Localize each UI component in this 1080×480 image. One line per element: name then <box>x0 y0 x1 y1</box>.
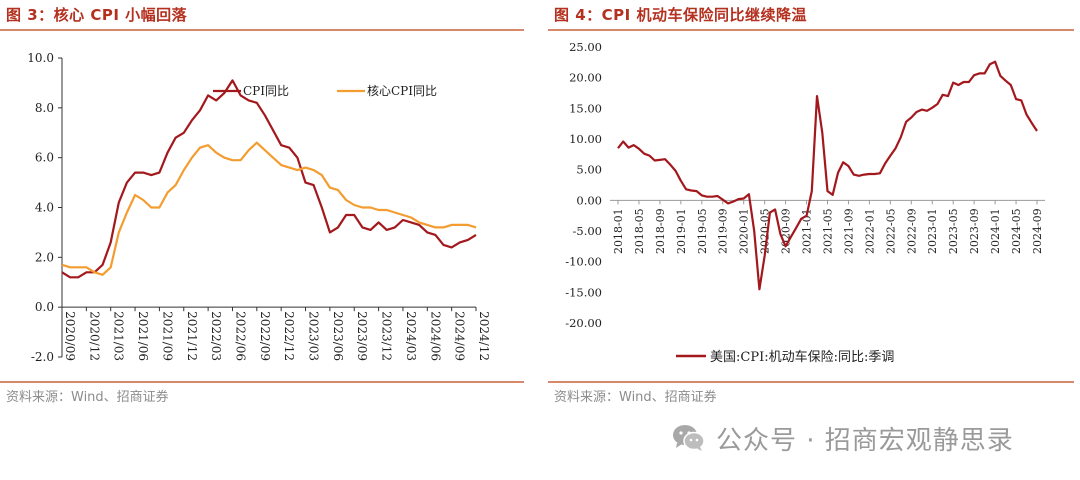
x-tick-label: 2024/09 <box>453 311 467 361</box>
core-cpi-chart: -2.0 0.0 2.0 4.0 6.0 8.0 10.0 2020/09 2020/12 202… <box>27 51 491 364</box>
left-source-rule <box>0 381 524 383</box>
right-source-note: 资料来源：Wind、招商证券 <box>554 390 717 405</box>
x-tick-label: 2019-05 <box>696 208 709 254</box>
x-tick-label: 2024/06 <box>428 311 442 361</box>
left-chart-title: 图 3：核心 CPI 小幅回落 <box>6 6 188 24</box>
x-tick-label: 2024/03 <box>404 311 418 361</box>
x-tick-label: 2023/03 <box>307 311 321 361</box>
y-tick-label: 8.0 <box>35 101 54 115</box>
right-source-rule <box>548 381 1074 383</box>
x-tick-label: 2024/12 <box>477 311 491 361</box>
x-tick-label: 2023-01 <box>926 208 939 254</box>
x-tick-label: 2023/06 <box>331 311 345 361</box>
x-tick-label: 2020-01 <box>738 208 751 254</box>
right-title-rule <box>548 29 1074 31</box>
x-tick-label: 2022-05 <box>884 208 897 254</box>
x-tick-label: 2024-09 <box>1031 208 1044 254</box>
watermark-text: 公众号 · 招商宏观静思录 <box>716 425 1014 456</box>
x-tick-label: 2021-05 <box>822 208 835 254</box>
x-tick-label: 2021-01 <box>801 208 814 254</box>
core-cpi-yoy-line <box>61 141 477 276</box>
wechat-icon <box>673 425 705 451</box>
x-tick-label: 2021-09 <box>842 208 855 254</box>
x-tick-label: 2020/12 <box>87 311 101 361</box>
x-tick-label: 2022-01 <box>863 208 876 254</box>
auto-insurance-yoy-line <box>617 60 1038 291</box>
x-tick-label: 2020/09 <box>63 311 77 361</box>
y-tick-label: 0.00 <box>576 193 602 207</box>
right-chart-title: 图 4：CPI 机动车保险同比继续降温 <box>554 6 807 24</box>
x-tick-label: 2018-09 <box>654 208 667 254</box>
y-tick-label: 10.0 <box>27 51 54 65</box>
x-tick-label: 2024-05 <box>1010 208 1023 254</box>
x-tick-label: 2023-05 <box>947 208 960 254</box>
y-tick-label: 4.0 <box>35 201 54 215</box>
x-tick-label: 2021/03 <box>112 311 126 361</box>
x-tick-label: 2021/09 <box>160 311 174 361</box>
x-tick-label: 2024-01 <box>989 208 1002 254</box>
wechat-watermark: 公众号 · 招商宏观静思录 <box>672 418 1014 458</box>
y-tick-label: 20.00 <box>569 71 602 85</box>
y-tick-label: 0.0 <box>35 300 54 314</box>
legend-label: 核心CPI同比 <box>367 84 437 98</box>
x-tick-label: 2021/12 <box>185 311 199 361</box>
x-tick-label: 2022/12 <box>282 311 296 361</box>
auto-insurance-chart: -20.00 -15.00 -10.00 -5.00 0.00 5.00 10.00 15.0… <box>565 40 1045 365</box>
x-tick-label: 2018-01 <box>612 208 625 254</box>
legend-label: 美国:CPI:机动车保险:同比:季调 <box>710 349 894 365</box>
x-tick-label: 2022/06 <box>233 311 247 361</box>
x-tick-label: 2019-09 <box>717 208 730 254</box>
x-tick-label: 2022/09 <box>258 311 272 361</box>
y-tick-label: 6.0 <box>35 151 54 165</box>
y-tick-label: -10.00 <box>565 255 602 269</box>
y-tick-label: -5.00 <box>573 224 603 238</box>
y-tick-label: 25.00 <box>569 40 602 54</box>
x-tick-label: 2022-09 <box>905 208 918 254</box>
x-tick-label: 2021/06 <box>136 311 150 361</box>
y-tick-label: 10.00 <box>569 132 602 146</box>
left-title-rule <box>0 29 524 31</box>
x-tick-label: 2019-01 <box>675 208 688 254</box>
x-tick-label: 2023-09 <box>968 208 981 254</box>
x-tick-label: 2018-05 <box>633 208 646 254</box>
cpi-yoy-line <box>61 79 477 279</box>
left-source-note: 资料来源：Wind、招商证券 <box>6 390 169 405</box>
y-tick-label: -2.0 <box>31 350 54 364</box>
y-tick-label: -15.00 <box>565 285 602 299</box>
x-tick-label: 2022/03 <box>209 311 223 361</box>
y-tick-label: -20.00 <box>565 316 602 330</box>
y-tick-label: 2.0 <box>35 250 54 264</box>
y-tick-label: 5.00 <box>576 163 602 177</box>
x-tick-label: 2023/09 <box>355 311 369 361</box>
y-tick-label: 15.00 <box>569 101 602 115</box>
legend-label: CPI同比 <box>243 84 289 98</box>
x-tick-label: 2023/12 <box>380 311 394 361</box>
